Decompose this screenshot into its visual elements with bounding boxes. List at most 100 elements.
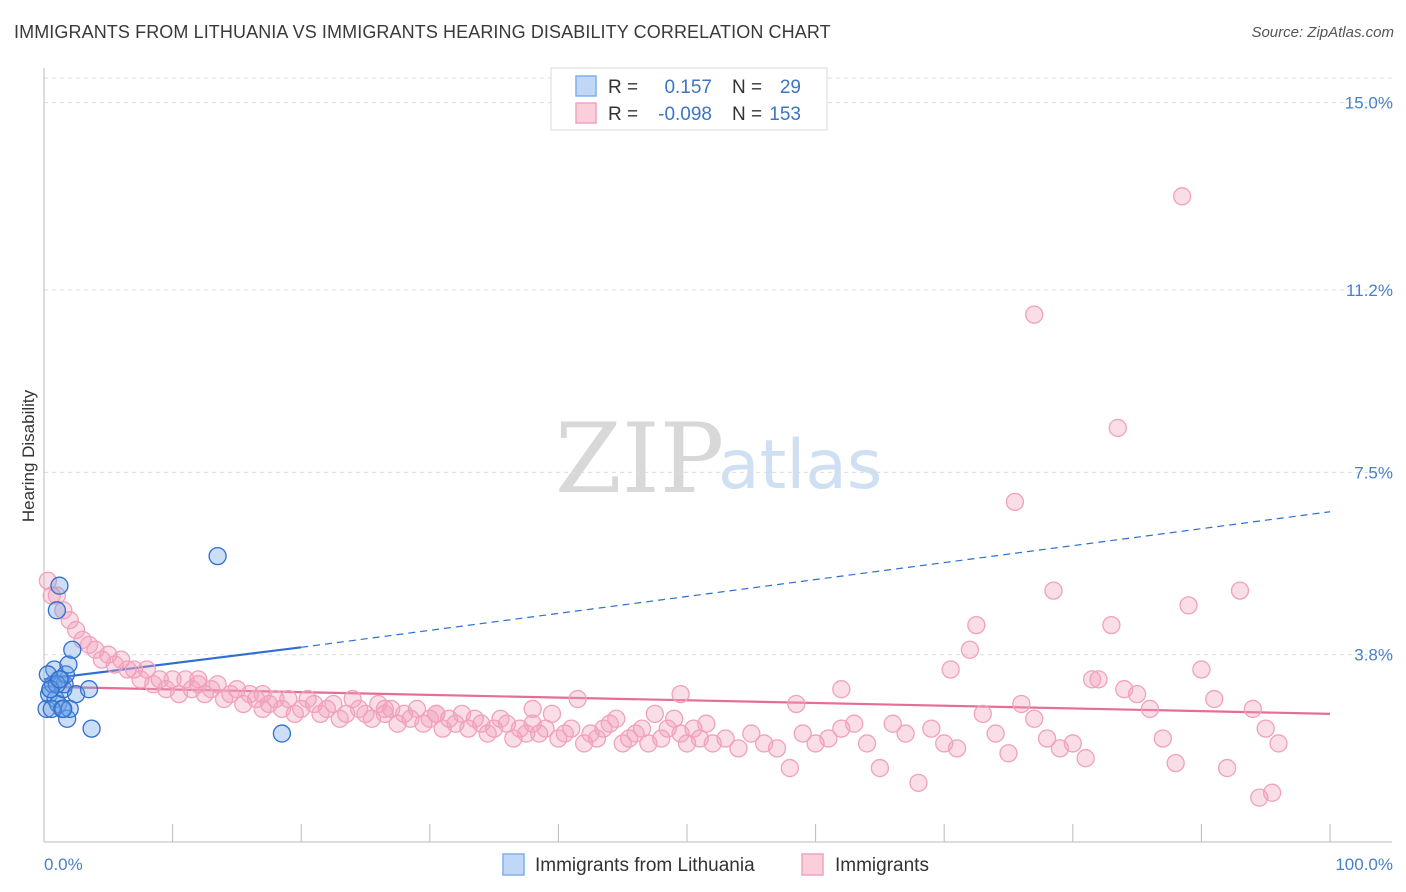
legend-r-value-2: -0.098 — [658, 104, 712, 125]
point-immigrants — [793, 724, 812, 743]
point-immigrants — [1256, 719, 1275, 738]
series-legend-label-immigrants: Immigrants — [835, 855, 929, 876]
point-immigrants — [870, 758, 890, 778]
point-immigrants — [1269, 734, 1288, 753]
point-immigrants — [60, 611, 79, 630]
point-immigrants — [960, 640, 980, 659]
data-points — [37, 187, 1288, 807]
point-immigrants — [909, 773, 928, 793]
point-immigrants — [1063, 734, 1082, 753]
y-tick-label: 15.0% — [1345, 94, 1393, 113]
point-immigrants — [189, 670, 208, 689]
point-immigrants — [999, 744, 1018, 763]
trend-line-lithuania-projection — [301, 511, 1331, 648]
point-immigrants — [587, 729, 607, 748]
trend-line-lithuania — [43, 646, 302, 681]
point-immigrants — [729, 739, 748, 758]
point-immigrants — [1262, 783, 1282, 802]
point-immigrants — [1243, 699, 1262, 719]
point-immigrants — [1025, 305, 1044, 324]
point-lithuania — [46, 689, 65, 709]
point-immigrants — [1230, 581, 1250, 600]
point-immigrants — [1153, 729, 1172, 748]
point-immigrants — [38, 571, 58, 590]
point-immigrants — [124, 660, 144, 679]
point-lithuania — [79, 680, 99, 699]
watermark-atlas: atlas — [718, 426, 882, 505]
point-immigrants — [1089, 670, 1108, 689]
grid-lines — [44, 77, 1392, 656]
point-immigrants — [1217, 758, 1237, 778]
point-immigrants — [67, 620, 86, 640]
y-axis-label: Hearing Disability — [19, 389, 38, 522]
point-lithuania — [50, 670, 69, 689]
point-immigrants — [266, 689, 285, 709]
point-immigrants — [787, 694, 806, 714]
point-immigrants — [780, 758, 800, 778]
point-lithuania — [82, 719, 101, 738]
point-immigrants — [896, 724, 915, 743]
point-immigrants — [1102, 615, 1121, 635]
legend-r-value-1: 0.157 — [664, 77, 712, 98]
point-immigrants — [1037, 729, 1057, 748]
point-lithuania — [59, 655, 78, 674]
point-immigrants — [1044, 581, 1063, 600]
point-immigrants — [375, 699, 394, 719]
legend-n-value-1: 29 — [780, 77, 801, 98]
point-immigrants — [542, 704, 562, 723]
point-immigrants — [742, 724, 761, 743]
legend-r-label-2: R = — [608, 104, 638, 125]
correlation-legend: R = 0.157 N = 29 R = -0.098 N = 153 — [550, 67, 828, 131]
point-immigrants — [845, 714, 864, 733]
legend-r-label-1: R = — [608, 77, 638, 98]
point-immigrants — [1127, 684, 1147, 704]
point-immigrants — [671, 684, 690, 704]
legend-swatch-blue — [575, 75, 597, 97]
point-immigrants — [1108, 418, 1127, 438]
point-immigrants — [118, 660, 137, 679]
point-immigrants — [523, 699, 542, 719]
point-lithuania — [54, 699, 73, 719]
point-immigrants — [1140, 699, 1160, 719]
point-immigrants — [54, 601, 73, 620]
point-immigrants — [1179, 596, 1198, 615]
legend-swatch-pink — [575, 102, 597, 124]
point-immigrants — [697, 714, 716, 733]
point-immigrants — [1076, 749, 1095, 768]
point-immigrants — [947, 739, 967, 758]
point-immigrants — [517, 724, 536, 743]
point-immigrants — [427, 704, 446, 723]
point-immigrants — [1082, 670, 1102, 689]
series-legend: Immigrants from Lithuania Immigrants — [502, 853, 929, 876]
series-legend-label-lithuania: Immigrants from Lithuania — [535, 855, 755, 876]
point-immigrants — [922, 719, 941, 738]
point-immigrants — [832, 680, 851, 699]
point-immigrants — [1025, 709, 1044, 728]
point-immigrants — [1166, 753, 1185, 773]
series-legend-swatch-lithuania — [502, 853, 525, 876]
point-immigrants — [941, 660, 960, 679]
y-tick-label: 7.5% — [1354, 463, 1393, 482]
point-immigrants — [767, 739, 787, 758]
point-immigrants — [857, 734, 877, 753]
legend-box — [550, 67, 828, 131]
x-tick-label-max: 100.0% — [1335, 855, 1393, 874]
point-immigrants — [716, 729, 735, 748]
point-lithuania — [47, 601, 67, 620]
y-tick-label: 11.2% — [1346, 281, 1393, 300]
chart-title: IMMIGRANTS FROM LITHUANIA VS IMMIGRANTS … — [14, 22, 831, 42]
point-immigrants — [1012, 694, 1031, 714]
point-immigrants — [967, 615, 986, 635]
y-tick-labels: 3.8% 7.5% 11.2% 15.0% — [1345, 94, 1393, 665]
point-immigrants — [607, 709, 626, 728]
x-tick-label-min: 0.0% — [44, 855, 83, 874]
point-immigrants — [652, 729, 671, 748]
point-immigrants — [568, 689, 587, 709]
point-immigrants — [253, 699, 272, 719]
point-immigrants — [819, 729, 838, 748]
point-immigrants — [112, 650, 131, 669]
point-immigrants — [1192, 660, 1211, 679]
legend-n-label-1: N = — [732, 77, 762, 98]
point-immigrants — [973, 704, 992, 723]
